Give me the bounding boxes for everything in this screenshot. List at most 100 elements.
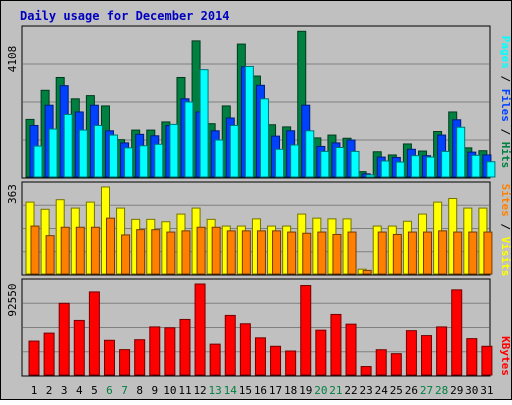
bar-pages-day-27 (426, 156, 436, 178)
bar-pages-day-14 (229, 124, 239, 178)
right-axis-part-files: Files (499, 89, 512, 122)
chart-panel-2: 363 Sites / Visits (6, 181, 512, 277)
x-tick-label-day-8: 8 (136, 384, 143, 397)
bar-pages-day-16 (259, 98, 269, 178)
right-axis-part-sites: Sites (499, 184, 512, 217)
bar-kbytes-day-25 (390, 353, 402, 376)
bar-kbytes-day-9 (149, 326, 161, 376)
bar-sites-day-21 (332, 233, 342, 275)
bar-sites-day-25 (392, 233, 402, 275)
bar-kbytes-day-21 (330, 313, 342, 376)
x-tick-label-day-27: 27 (420, 384, 433, 397)
bar-kbytes-day-14 (224, 314, 236, 376)
bar-kbytes-day-10 (164, 327, 176, 376)
right-axis-separator: / (499, 217, 512, 237)
bar-kbytes-day-11 (179, 318, 191, 376)
bar-pages-day-9 (154, 143, 164, 178)
bar-sites-day-22 (347, 231, 357, 275)
bar-kbytes-day-20 (315, 329, 327, 376)
bar-sites-day-3 (60, 226, 70, 275)
bar-kbytes-day-17 (270, 345, 282, 376)
right-axis-part-pages: Pages (499, 36, 512, 69)
bar-pages-day-23 (365, 174, 375, 178)
bar-kbytes-day-26 (405, 330, 417, 376)
bar-sites-day-26 (407, 231, 417, 275)
bar-pages-day-10 (169, 123, 179, 178)
bar-kbytes-day-23 (360, 366, 372, 376)
right-axis-label-2: Sites / Visits (499, 184, 512, 277)
x-tick-label-day-26: 26 (405, 384, 418, 397)
x-tick-label-day-25: 25 (390, 384, 403, 397)
bar-kbytes-day-18 (285, 350, 297, 376)
bar-pages-day-4 (78, 129, 88, 178)
bar-pages-day-20 (320, 150, 330, 178)
bar-kbytes-day-16 (254, 337, 266, 376)
bar-pages-day-11 (184, 101, 194, 178)
x-tick-label-day-22: 22 (344, 384, 357, 397)
x-tick-label-day-9: 9 (151, 384, 158, 397)
bar-sites-day-4 (75, 226, 85, 275)
x-tick-label-day-11: 11 (178, 384, 191, 397)
bar-sites-day-28 (438, 230, 448, 275)
bar-pages-day-13 (214, 139, 224, 178)
y-axis-max-label-3: 92550 (6, 283, 19, 316)
bar-kbytes-day-29 (451, 289, 463, 376)
x-tick-label-day-16: 16 (254, 384, 267, 397)
bar-sites-day-16 (256, 230, 266, 275)
bar-kbytes-day-13 (209, 343, 221, 376)
bar-sites-day-14 (226, 230, 236, 275)
bar-sites-day-15 (241, 230, 251, 275)
x-tick-label-day-1: 1 (31, 384, 38, 397)
x-tick-label-day-15: 15 (239, 384, 252, 397)
bar-pages-day-21 (335, 147, 345, 178)
bar-sites-day-7 (121, 234, 131, 275)
x-tick-label-day-6: 6 (106, 384, 113, 397)
y-axis-max-label-1: 4108 (6, 46, 19, 73)
bar-pages-day-26 (410, 155, 420, 178)
x-tick-label-day-2: 2 (46, 384, 53, 397)
bar-pages-day-17 (275, 148, 285, 178)
x-tick-label-day-29: 29 (450, 384, 463, 397)
bar-pages-day-19 (305, 130, 315, 178)
bar-pages-day-18 (290, 144, 300, 178)
chart-title: Daily usage for December 2014 (20, 9, 230, 23)
bar-sites-day-6 (105, 217, 115, 275)
x-tick-label-day-23: 23 (360, 384, 373, 397)
right-axis-part-hits: Hits (499, 142, 512, 169)
right-axis-separator: / (499, 122, 512, 142)
bar-kbytes-day-3 (58, 302, 70, 376)
bar-pages-day-28 (441, 150, 451, 178)
bar-sites-day-31 (483, 231, 493, 275)
x-tick-label-day-20: 20 (314, 384, 327, 397)
bar-pages-day-7 (124, 147, 134, 178)
bar-sites-day-1 (30, 225, 40, 275)
chart-panel-1: 4108 Pages / Files / Hits (6, 25, 512, 179)
x-tick-label-day-14: 14 (224, 384, 238, 397)
x-tick-label-day-17: 17 (269, 384, 282, 397)
bar-sites-day-30 (468, 231, 478, 275)
bar-sites-day-20 (317, 231, 327, 275)
bar-pages-day-29 (456, 126, 466, 178)
bar-kbytes-day-2 (43, 332, 55, 376)
bar-sites-day-5 (90, 226, 100, 275)
bar-pages-day-31 (486, 161, 496, 178)
x-tick-label-day-31: 31 (480, 384, 493, 397)
x-tick-label-day-24: 24 (375, 384, 389, 397)
bar-kbytes-day-15 (239, 323, 251, 376)
x-tick-label-day-21: 21 (329, 384, 342, 397)
x-tick-label-day-19: 19 (299, 384, 312, 397)
bar-sites-day-29 (453, 231, 463, 275)
bar-kbytes-day-31 (481, 345, 493, 376)
bar-kbytes-day-6 (103, 339, 115, 376)
bar-kbytes-day-5 (88, 291, 100, 376)
bar-sites-day-10 (166, 231, 176, 275)
bar-kbytes-day-7 (119, 349, 131, 376)
right-axis-label-3: KBytes (499, 336, 512, 376)
bar-sites-day-11 (181, 230, 191, 275)
x-tick-label-day-4: 4 (76, 384, 83, 397)
bar-pages-day-8 (139, 145, 149, 178)
bar-kbytes-day-22 (345, 323, 357, 376)
bar-kbytes-day-28 (436, 326, 448, 376)
bar-sites-day-2 (45, 235, 55, 275)
